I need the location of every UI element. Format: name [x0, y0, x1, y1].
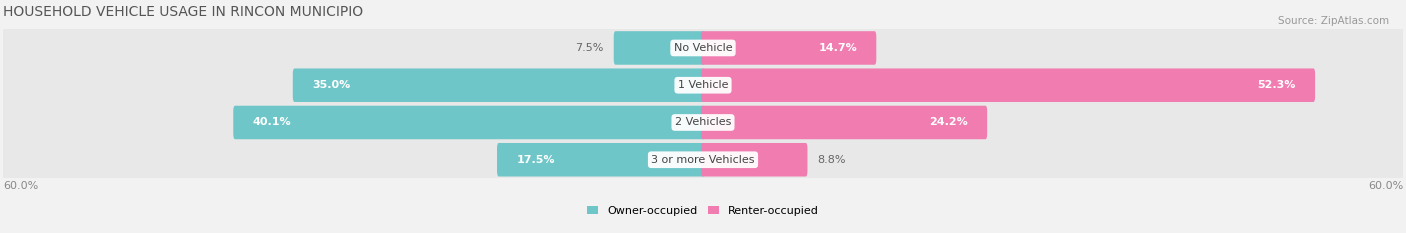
Text: 3 or more Vehicles: 3 or more Vehicles [651, 155, 755, 165]
Text: 40.1%: 40.1% [253, 117, 291, 127]
FancyBboxPatch shape [292, 69, 704, 102]
Text: 2 Vehicles: 2 Vehicles [675, 117, 731, 127]
FancyBboxPatch shape [614, 31, 704, 65]
FancyBboxPatch shape [0, 97, 1406, 148]
FancyBboxPatch shape [496, 143, 704, 177]
Text: 52.3%: 52.3% [1257, 80, 1296, 90]
Text: 60.0%: 60.0% [1368, 181, 1403, 191]
FancyBboxPatch shape [702, 69, 1315, 102]
Text: HOUSEHOLD VEHICLE USAGE IN RINCON MUNICIPIO: HOUSEHOLD VEHICLE USAGE IN RINCON MUNICI… [3, 5, 363, 19]
Text: 35.0%: 35.0% [312, 80, 350, 90]
Text: Source: ZipAtlas.com: Source: ZipAtlas.com [1278, 16, 1389, 26]
Text: 8.8%: 8.8% [817, 155, 846, 165]
FancyBboxPatch shape [702, 106, 987, 139]
Text: No Vehicle: No Vehicle [673, 43, 733, 53]
Text: 24.2%: 24.2% [929, 117, 967, 127]
FancyBboxPatch shape [702, 143, 807, 177]
Text: 1 Vehicle: 1 Vehicle [678, 80, 728, 90]
Text: 7.5%: 7.5% [575, 43, 603, 53]
Legend: Owner-occupied, Renter-occupied: Owner-occupied, Renter-occupied [582, 202, 824, 220]
Text: 60.0%: 60.0% [3, 181, 38, 191]
FancyBboxPatch shape [0, 22, 1406, 74]
Text: 14.7%: 14.7% [818, 43, 858, 53]
FancyBboxPatch shape [0, 59, 1406, 111]
FancyBboxPatch shape [0, 134, 1406, 185]
FancyBboxPatch shape [702, 31, 876, 65]
FancyBboxPatch shape [233, 106, 704, 139]
Text: 17.5%: 17.5% [516, 155, 555, 165]
